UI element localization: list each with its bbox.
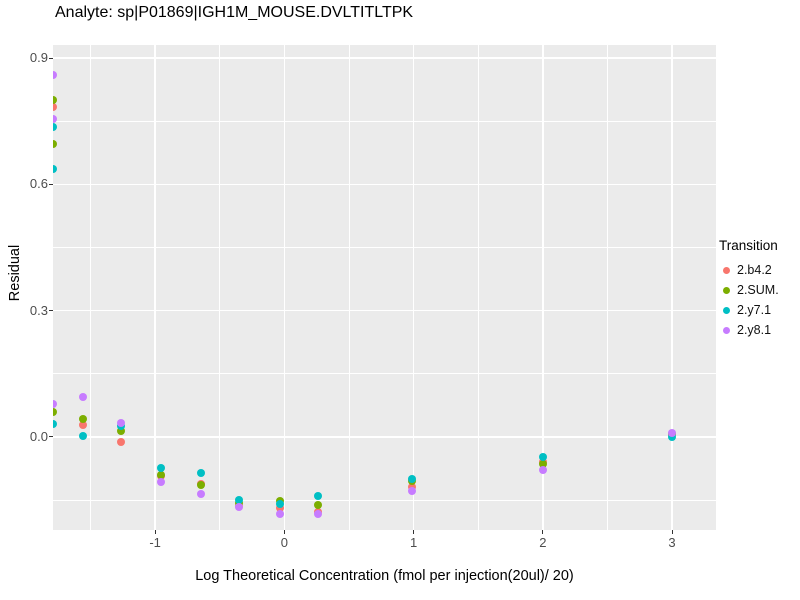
major-gridline-x [542, 45, 544, 530]
data-point [276, 510, 285, 518]
data-point [407, 475, 416, 484]
data-point [78, 432, 87, 441]
data-point [235, 502, 244, 511]
y-tick-mark [49, 57, 53, 59]
legend-item-label: 2.y8.1 [737, 323, 772, 337]
chart-panel [53, 45, 716, 530]
data-point [314, 501, 323, 510]
data-point [197, 469, 206, 478]
y-tick-mark [49, 436, 53, 438]
minor-gridline-y [53, 499, 716, 501]
minor-gridline-x [348, 45, 350, 530]
legend-item: 2.b4.2 [719, 260, 779, 280]
minor-gridline-y [53, 247, 716, 248]
data-point [116, 438, 125, 446]
data-point [668, 428, 677, 437]
minor-gridline-y [53, 373, 716, 375]
y-tick-label: 0.9 [29, 50, 48, 66]
data-point [276, 499, 285, 508]
data-point [197, 489, 206, 498]
data-point [157, 464, 166, 473]
major-gridline-x [671, 45, 673, 530]
data-point [53, 115, 57, 124]
legend-item-label: 2.y7.1 [737, 303, 772, 317]
x-axis-label: Log Theoretical Concentration (fmol per … [195, 568, 574, 584]
data-point [116, 419, 125, 428]
legend-item: 2.SUM. [719, 280, 779, 300]
x-tick-label: 1 [409, 535, 418, 550]
major-gridline-y [53, 309, 716, 312]
x-tick-mark [671, 530, 673, 534]
data-point [53, 408, 57, 417]
data-point [235, 496, 244, 505]
data-point [78, 420, 87, 429]
data-point [53, 400, 57, 409]
y-tick-mark [49, 310, 53, 312]
data-point [53, 102, 57, 111]
data-point [53, 96, 57, 105]
x-tick-label: 0 [280, 535, 288, 550]
data-point [53, 123, 57, 132]
minor-gridline-x [607, 45, 608, 530]
x-tick-mark [542, 530, 544, 534]
data-point [78, 392, 87, 401]
y-axis-label: Residual [7, 244, 23, 302]
y-tick-label: 0.0 [29, 428, 48, 444]
major-gridline-x [283, 45, 286, 530]
minor-gridline-x [219, 45, 221, 530]
data-point [668, 432, 677, 441]
data-point [116, 427, 125, 436]
x-tick-label: 3 [668, 535, 676, 550]
x-tick-mark [154, 530, 156, 534]
major-gridline-y [53, 183, 716, 186]
minor-gridline-y [53, 120, 716, 122]
data-point [157, 470, 166, 479]
legend-item: 2.y7.1 [719, 300, 779, 320]
data-point [314, 510, 323, 518]
data-point [157, 478, 166, 486]
legend: Transition 2.b4.2 2.SUM. 2.y7.1 2.y8.1 [719, 238, 779, 340]
plot-title: Analyte: sp|P01869|IGH1M_MOUSE.DVLTITLTP… [55, 4, 414, 21]
legend-swatch [723, 326, 730, 334]
data-point [53, 139, 57, 148]
y-tick-mark [49, 183, 53, 185]
data-point [538, 465, 547, 474]
major-gridline-y [53, 57, 716, 59]
data-point [314, 491, 323, 500]
legend-item-label: 2.b4.2 [737, 263, 772, 277]
data-point [53, 419, 57, 428]
y-tick-label: 0.6 [29, 176, 48, 192]
legend-swatch [723, 266, 730, 274]
x-tick-mark [283, 530, 285, 534]
legend-swatch [723, 306, 730, 314]
data-point [197, 480, 206, 489]
data-point [538, 453, 547, 462]
data-point [538, 459, 547, 468]
y-tick-label: 0.3 [29, 302, 48, 318]
data-point [53, 70, 57, 79]
legend-swatch [723, 286, 730, 294]
x-tick-mark [413, 530, 415, 534]
minor-gridline-x [477, 45, 479, 530]
data-point [407, 486, 416, 495]
legend-item-label: 2.SUM. [737, 283, 779, 297]
data-point [78, 414, 87, 423]
major-gridline-x [412, 45, 415, 530]
legend-title: Transition [719, 238, 778, 253]
major-gridline-x [154, 45, 156, 530]
data-point [53, 164, 57, 173]
data-point [276, 504, 285, 513]
major-gridline-y [53, 436, 716, 438]
x-tick-label: 2 [539, 535, 547, 550]
minor-gridline-x [90, 45, 91, 530]
x-tick-label: -1 [149, 535, 161, 550]
legend-item: 2.y8.1 [719, 320, 779, 340]
legend-items: 2.b4.2 2.SUM. 2.y7.1 2.y8.1 [719, 260, 779, 340]
